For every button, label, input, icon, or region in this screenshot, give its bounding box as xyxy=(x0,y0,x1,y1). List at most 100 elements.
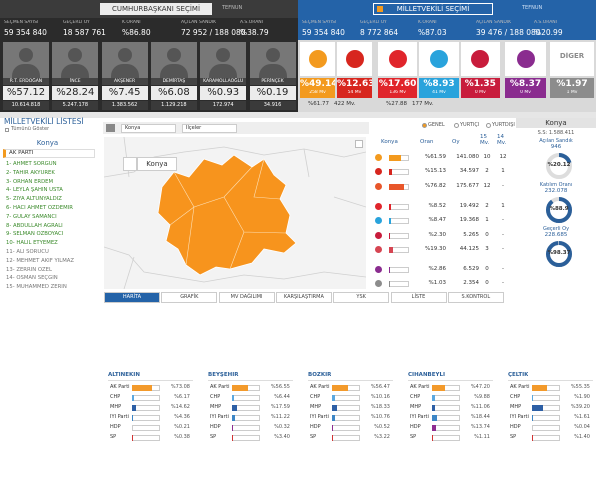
party-share: %1.97 xyxy=(550,78,594,90)
district-select[interactable]: İlçeler xyxy=(182,124,237,133)
value-label: %10.16 xyxy=(370,394,390,400)
party-label: SP xyxy=(510,434,517,440)
president-tab[interactable]: CUMHURBAŞKANI SEÇİMİ xyxy=(100,3,212,15)
district-bar xyxy=(432,385,446,391)
party-seats: 54 Mv xyxy=(337,90,372,98)
silhouette-body xyxy=(12,64,40,80)
bar-frame xyxy=(532,425,560,431)
value-label: %10.76 xyxy=(370,414,390,420)
zoom-button[interactable] xyxy=(355,140,363,148)
checkbox[interactable] xyxy=(5,128,9,132)
logo: TEFNUN xyxy=(522,5,543,11)
share-text: %8.52 xyxy=(428,203,446,209)
donut xyxy=(546,153,572,179)
stat-value: 59 354 840 xyxy=(302,28,345,37)
radio[interactable] xyxy=(454,123,459,128)
bar-frame xyxy=(132,395,160,401)
value-label: %11.22 xyxy=(270,414,290,420)
candidate-name: DEMİRTAŞ xyxy=(150,78,197,85)
bar-frame xyxy=(132,435,160,441)
party-logo xyxy=(308,50,327,68)
share-text: %19.30 xyxy=(425,246,446,252)
bar-frame xyxy=(232,435,260,441)
bar-frame xyxy=(132,405,160,411)
stat-label: K.ORANI xyxy=(122,20,141,25)
stats-bg xyxy=(0,18,298,112)
value-label: %13.74 xyxy=(470,424,490,430)
share-text: %2.86 xyxy=(428,266,446,272)
party-seats: 41 Mv xyxy=(419,90,459,98)
bar-frame xyxy=(332,395,360,401)
candidate-name: AKŞENER xyxy=(101,78,148,85)
radio[interactable] xyxy=(486,123,491,128)
bar-frame xyxy=(389,267,409,273)
map-tab[interactable]: MV DAĞILIMI xyxy=(218,292,275,303)
map-tab[interactable]: LİSTE xyxy=(390,292,447,303)
party-logo xyxy=(345,50,364,68)
mv-name: 14- OSMAN SEÇGİN xyxy=(6,275,58,282)
province-select[interactable]: Konya xyxy=(121,124,176,133)
mv-name: 5- ZİYA ALTUNYALDIZ xyxy=(6,196,62,203)
bar-frame xyxy=(332,415,360,421)
mv-name: 10- HALİL ETYEMEZ xyxy=(6,240,58,247)
alliance-share: %27.88 xyxy=(386,101,407,107)
bar-frame xyxy=(532,435,560,441)
back-button[interactable] xyxy=(123,157,137,171)
value-label: %3.40 xyxy=(274,434,290,440)
district-bar xyxy=(232,395,234,401)
donut-arc xyxy=(546,153,572,179)
stat-value: %86.80 xyxy=(122,28,151,37)
stats-bg xyxy=(298,18,596,40)
candidate-name: KARAMOLLAOĞLU xyxy=(200,78,247,85)
stat-label: AÇILAN SANDIK xyxy=(181,20,217,25)
party-label: CHP xyxy=(410,394,421,400)
value-label: %11.06 xyxy=(470,404,490,410)
map-tab[interactable]: S.KONTROL xyxy=(447,292,504,303)
candidate-name: İNCE xyxy=(52,78,99,85)
party-logo xyxy=(516,50,535,68)
filter-label: GENEL xyxy=(428,122,445,128)
party-label: AK Parti xyxy=(110,384,130,390)
bar-frame xyxy=(532,415,560,421)
map-tab[interactable]: GRAFİK xyxy=(161,292,218,303)
mv-name: 8- ABDULLAH AĞRALI xyxy=(6,222,63,229)
map-tab[interactable]: HARİTA xyxy=(104,292,160,303)
votes-text: 141.080 xyxy=(456,154,479,160)
bar-frame xyxy=(432,435,460,441)
party-label: İYİ Parti xyxy=(510,414,529,420)
value-label: %47.20 xyxy=(470,384,490,390)
value-label: %0.52 xyxy=(374,424,390,430)
party-label: CHP xyxy=(210,394,221,400)
donut-value: %20.12 xyxy=(547,162,571,168)
stat-label: K.ORANI xyxy=(418,20,437,25)
bar-frame xyxy=(432,395,460,401)
silhouette-body xyxy=(209,64,238,80)
mv-name: 2- TAHİR AKYÜREK xyxy=(6,169,55,176)
map-tab[interactable]: KARŞILAŞTIRMA xyxy=(275,292,332,303)
alliance-seats: 177 Mv. xyxy=(412,101,434,107)
donut-arc xyxy=(546,241,572,267)
map-tab[interactable]: YSK xyxy=(333,292,390,303)
share-text: %76.82 xyxy=(425,183,446,189)
list-province: Konya xyxy=(36,139,59,147)
silhouette-head xyxy=(166,48,181,62)
stat-value: 72 952 / 188 080 xyxy=(181,28,246,37)
party-label: SP xyxy=(210,434,217,440)
donut-label: Geçerli Oy xyxy=(542,226,570,232)
votes-text: 2.354 xyxy=(463,280,479,286)
party-label: HDP xyxy=(410,424,421,430)
parliament-tab[interactable]: MİLLETVEKİLİ SEÇİMİ xyxy=(373,3,493,15)
party-label: HDP xyxy=(210,424,221,430)
candidate-votes: 1.383.562 xyxy=(101,101,148,110)
stat-label: AÇILAN SANDIK xyxy=(476,20,512,25)
district-bar xyxy=(132,415,134,421)
party-label: MHP xyxy=(410,404,422,410)
radio[interactable] xyxy=(422,123,427,128)
home-button[interactable] xyxy=(106,124,115,132)
value-label: %56.55 xyxy=(270,384,290,390)
district-title: ÇELTİK xyxy=(508,372,529,378)
party-seats: 0 Mv xyxy=(505,90,546,98)
share-bar xyxy=(389,247,393,253)
show-all: Tümünü Göster xyxy=(11,126,50,132)
party-label: AK Parti xyxy=(410,384,430,390)
